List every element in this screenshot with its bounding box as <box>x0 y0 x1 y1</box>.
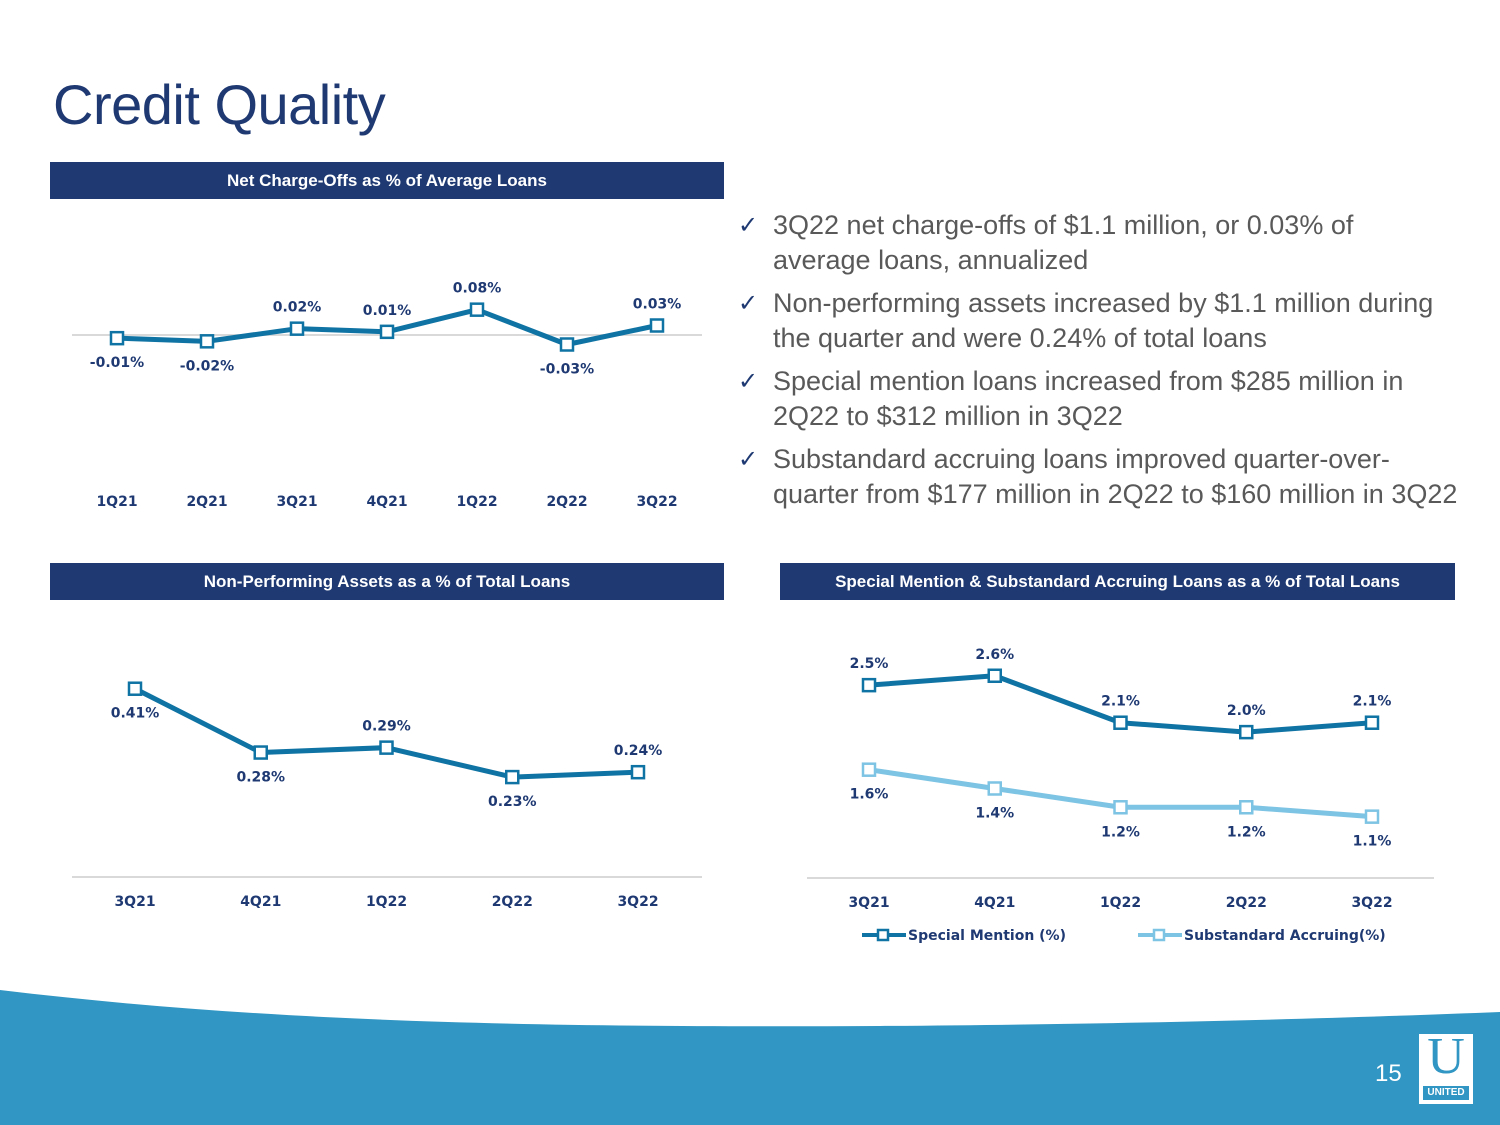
data-label: 0.03% <box>633 297 682 313</box>
legend-item: Special Mention (%) <box>862 928 1066 944</box>
legend-label: Special Mention (%) <box>908 928 1066 944</box>
data-label: -0.01% <box>90 355 144 371</box>
bullet-item: ✓ Non-performing assets increased by $1.1… <box>738 286 1458 356</box>
bullet-text: Substandard accruing loans improved quar… <box>773 444 1458 509</box>
data-label: 0.08% <box>453 281 502 297</box>
net-charge-offs-chart: 1Q21 2Q21 3Q21 4Q21 1Q22 2Q22 3Q22 -0.01% -0.02%… <box>72 281 702 510</box>
x-tick-label: 4Q21 <box>974 895 1015 911</box>
data-label: 0.29% <box>362 719 411 735</box>
data-point-marker <box>559 337 575 352</box>
page-number: 15 <box>1375 1060 1402 1087</box>
legend-marker-icon <box>1152 928 1166 942</box>
data-point-marker <box>469 302 485 317</box>
data-point-marker <box>1113 715 1128 730</box>
key-points-list: ✓ 3Q22 net charge-offs of $1.1 million, o… <box>738 208 1458 520</box>
data-point-marker <box>253 745 268 760</box>
bullet-item: ✓ Substandard accruing loans improved qua… <box>738 442 1458 512</box>
logo-name: UNITED <box>1423 1086 1469 1100</box>
bullet-text: Special mention loans increased from $28… <box>773 366 1404 431</box>
x-tick-label: 2Q21 <box>186 494 227 510</box>
legend-label: Substandard Accruing(%) <box>1184 928 1386 944</box>
legend-marker-icon <box>876 928 890 942</box>
checkmark-icon: ✓ <box>738 212 759 239</box>
x-tick-label: 3Q22 <box>617 894 658 910</box>
data-label: 1.2% <box>1227 824 1266 840</box>
special-mention-substandard-header: Special Mention & Substandard Accruing L… <box>780 563 1455 600</box>
non-performing-assets-chart: 3Q21 4Q21 1Q22 2Q22 3Q22 0.41% 0.28% 0.29% 0.23%… <box>72 681 702 910</box>
bullet-item: ✓ 3Q22 net charge-offs of $1.1 million, o… <box>738 208 1458 278</box>
data-label: 0.23% <box>488 794 537 810</box>
data-label: 0.28% <box>236 770 285 786</box>
x-tick-label: 2Q22 <box>492 894 533 910</box>
data-point-marker <box>1364 809 1380 824</box>
checkmark-icon: ✓ <box>738 368 759 395</box>
data-point-marker <box>199 334 215 349</box>
data-label: 0.02% <box>273 300 322 316</box>
data-point-marker <box>987 781 1002 796</box>
x-tick-label: 3Q22 <box>636 494 677 510</box>
data-label: 0.24% <box>614 743 663 759</box>
x-tick-label: 4Q21 <box>366 494 407 510</box>
data-label: -0.02% <box>180 358 234 374</box>
bullet-text: 3Q22 net charge-offs of $1.1 million, or… <box>773 210 1354 275</box>
x-tick-label: 3Q21 <box>848 895 889 911</box>
data-label: 1.1% <box>1353 834 1392 850</box>
data-point-marker <box>379 740 394 755</box>
data-label: 1.4% <box>975 805 1014 821</box>
x-tick-label: 3Q21 <box>114 894 155 910</box>
data-point-marker <box>861 762 877 777</box>
united-logo: U UNITED <box>1419 1030 1473 1104</box>
x-tick-label: 3Q21 <box>276 494 317 510</box>
data-label: 0.41% <box>111 706 160 722</box>
x-tick-label: 2Q22 <box>1226 895 1267 911</box>
data-label: 2.1% <box>1101 694 1140 710</box>
checkmark-icon: ✓ <box>738 290 759 317</box>
footer-wave <box>0 990 1500 1125</box>
data-point-marker <box>1239 800 1254 815</box>
data-label: -0.03% <box>540 362 594 378</box>
data-label: 2.0% <box>1227 703 1266 719</box>
data-label: 1.2% <box>1101 824 1140 840</box>
x-tick-label: 1Q21 <box>96 494 137 510</box>
x-tick-label: 4Q21 <box>240 894 281 910</box>
data-point-marker <box>1239 724 1254 740</box>
x-tick-label: 3Q22 <box>1351 895 1392 911</box>
data-point-marker <box>289 321 305 336</box>
data-point-marker <box>987 668 1002 684</box>
data-point-marker <box>1113 800 1128 815</box>
data-label: 2.5% <box>850 656 889 672</box>
data-point-marker <box>379 324 395 340</box>
special-mention-substandard-chart: 3Q21 4Q21 1Q22 2Q22 3Q22 2.5% 2.6% 2.1% 2.0% 2.1%… <box>807 647 1434 944</box>
data-label: 2.6% <box>975 647 1014 663</box>
data-label: 2.1% <box>1353 694 1392 710</box>
checkmark-icon: ✓ <box>738 446 759 473</box>
data-point-marker <box>505 769 520 785</box>
slide-title: Credit Quality <box>53 73 386 136</box>
data-point-marker <box>127 681 143 696</box>
x-tick-label: 1Q22 <box>456 494 497 510</box>
net-charge-offs-header: Net Charge-Offs as % of Average Loans <box>50 162 724 199</box>
data-point-marker <box>109 330 125 346</box>
x-tick-label: 1Q22 <box>366 894 407 910</box>
bullet-text: Non-performing assets increased by $1.1 … <box>773 288 1434 353</box>
non-performing-assets-header: Non-Performing Assets as a % of Total Lo… <box>50 563 724 600</box>
logo-letter: U <box>1427 1028 1465 1085</box>
data-point-marker <box>861 677 877 693</box>
bullet-item: ✓ Special mention loans increased from $2… <box>738 364 1458 434</box>
data-point-marker <box>1364 715 1380 730</box>
x-tick-label: 1Q22 <box>1100 895 1141 911</box>
data-point-marker <box>630 764 646 780</box>
data-point-marker <box>649 318 665 333</box>
x-tick-label: 2Q22 <box>546 494 587 510</box>
data-label: 0.01% <box>363 303 412 319</box>
legend-item: Substandard Accruing(%) <box>1138 928 1386 944</box>
data-label: 1.6% <box>850 787 889 803</box>
